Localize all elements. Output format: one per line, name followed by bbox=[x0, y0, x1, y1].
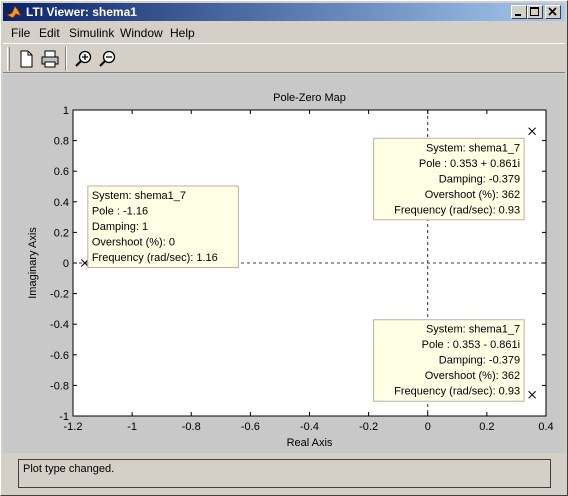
y-tick-label: -0.4 bbox=[50, 319, 69, 331]
y-tick-label: 0.2 bbox=[54, 227, 69, 239]
new-document-icon bbox=[20, 50, 33, 68]
x-tick-label: -0.4 bbox=[300, 421, 319, 433]
y-tick-label: 0.6 bbox=[54, 166, 69, 178]
datatip-line: Frequency (rad/sec): 0.93 bbox=[394, 204, 520, 216]
maximize-button[interactable] bbox=[527, 5, 543, 19]
status-bar: Plot type changed. bbox=[18, 459, 551, 488]
datatip: System: shema1_7 Pole : 0.353 + 0.861i Dam… bbox=[373, 137, 525, 221]
datatip-box bbox=[373, 137, 525, 221]
close-icon bbox=[548, 7, 557, 16]
datatip-line: Damping: -0.379 bbox=[439, 173, 520, 185]
datatip-line: Damping: -0.379 bbox=[439, 355, 520, 367]
x-tick-label: -0.6 bbox=[241, 421, 260, 433]
plot-area: Pole-Zero Map Real Axis Imaginary Axis -… bbox=[3, 74, 565, 453]
menu-window[interactable]: Window bbox=[120, 26, 163, 40]
x-tick-label: 0.2 bbox=[479, 421, 494, 433]
x-tick-label: 0.4 bbox=[538, 421, 553, 433]
datatip-line: Frequency (rad/sec): 0.93 bbox=[394, 386, 520, 398]
menu-simulink[interactable]: Simulink bbox=[69, 26, 115, 40]
y-tick-label: 0.4 bbox=[54, 197, 69, 209]
datatip-line: Frequency (rad/sec): 1.16 bbox=[92, 252, 218, 264]
y-tick-label: -0.8 bbox=[50, 380, 69, 392]
zoom-out-icon bbox=[99, 50, 116, 67]
new-button[interactable] bbox=[15, 48, 37, 70]
datatip-line: Overshoot (%): 362 bbox=[425, 370, 520, 382]
datatip-line: System: shema1_7 bbox=[426, 324, 520, 336]
pole-marker bbox=[528, 390, 536, 399]
status-text: Plot type changed. bbox=[23, 463, 115, 475]
datatip-line: Pole : -1.16 bbox=[92, 206, 148, 218]
print-button[interactable] bbox=[39, 48, 61, 70]
datatip-line: Damping: 1 bbox=[92, 221, 148, 233]
datatip-line: System: shema1_7 bbox=[92, 190, 186, 202]
pole-zero-chart[interactable]: Pole-Zero Map Real Axis Imaginary Axis -… bbox=[3, 74, 565, 453]
datatip-box bbox=[373, 319, 525, 402]
y-tick-label: 0.8 bbox=[54, 136, 69, 148]
x-tick-label: -0.8 bbox=[182, 421, 201, 433]
pole-marker bbox=[80, 259, 89, 267]
x-tick-label: -1 bbox=[127, 421, 137, 433]
chart-title: Pole-Zero Map bbox=[273, 92, 346, 104]
datatip-line: Overshoot (%): 0 bbox=[92, 237, 175, 249]
datatip-line: Overshoot (%): 362 bbox=[425, 189, 520, 201]
y-tick-label: -1 bbox=[59, 411, 69, 423]
datatip-line: System: shema1_7 bbox=[426, 142, 520, 154]
minimize-button[interactable] bbox=[511, 5, 527, 19]
maximize-icon bbox=[530, 7, 539, 16]
zoom-out-button[interactable] bbox=[97, 48, 119, 70]
zoom-in-icon bbox=[75, 50, 92, 67]
datatip-line: Pole : 0.353 - 0.861i bbox=[422, 339, 520, 351]
x-axis-label: Real Axis bbox=[287, 437, 333, 449]
y-tick-label: 0 bbox=[63, 258, 69, 270]
matlab-logo-icon bbox=[6, 5, 22, 19]
y-tick-label: -0.2 bbox=[50, 289, 69, 301]
x-tick-label: -0.2 bbox=[359, 421, 378, 433]
datatip: System: shema1_7 Pole : 0.353 - 0.861i Dam… bbox=[373, 319, 525, 402]
datatip: System: shema1_7 Pole : -1.16 Damping: 1 Ov… bbox=[87, 185, 239, 268]
x-tick-label: -1.2 bbox=[64, 421, 83, 433]
y-tick-label: 1 bbox=[63, 105, 69, 117]
print-icon bbox=[41, 50, 59, 68]
datatip-line: Pole : 0.353 + 0.861i bbox=[419, 158, 520, 170]
minimize-icon bbox=[515, 14, 521, 16]
toolbar-grip[interactable] bbox=[7, 47, 10, 71]
title-bar[interactable]: LTI Viewer: shema1 bbox=[3, 3, 565, 21]
datatip-box bbox=[87, 185, 239, 268]
y-tick-label: -0.6 bbox=[50, 350, 69, 362]
menu-edit[interactable]: Edit bbox=[39, 26, 60, 40]
toolbar-separator bbox=[65, 47, 67, 71]
zoom-in-button[interactable] bbox=[73, 48, 95, 70]
menu-file[interactable]: File bbox=[11, 26, 31, 40]
x-tick-label: 0 bbox=[425, 421, 431, 433]
menu-bar: File Edit Simulink Window Help bbox=[3, 23, 565, 42]
window-title: LTI Viewer: shema1 bbox=[26, 5, 137, 19]
menu-help[interactable]: Help bbox=[170, 26, 195, 40]
close-button[interactable] bbox=[545, 5, 561, 19]
pole-marker bbox=[528, 127, 536, 136]
y-axis-label: Imaginary Axis bbox=[27, 227, 39, 299]
toolbar bbox=[3, 43, 565, 73]
